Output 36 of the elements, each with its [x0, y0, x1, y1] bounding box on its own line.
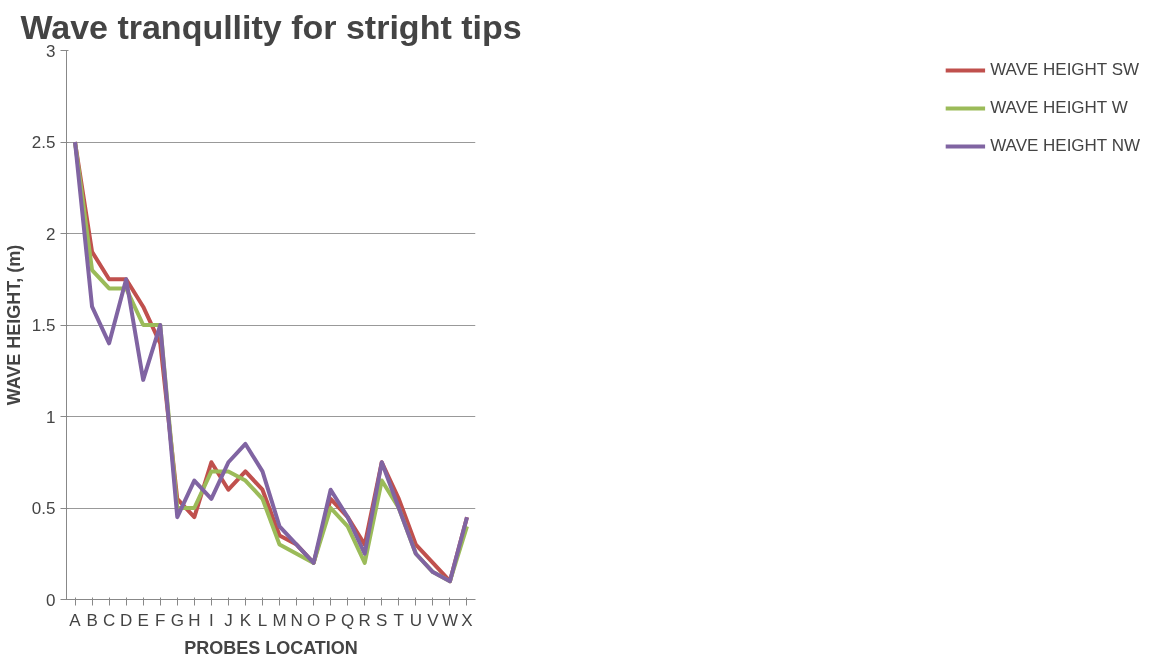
x-tick-label: A [69, 610, 82, 630]
y-tick-label: 2.5 [31, 133, 56, 152]
x-axis-title: PROBES LOCATION [184, 637, 358, 658]
x-tick-label: P [324, 610, 337, 630]
x-tick-label: V [427, 610, 440, 630]
x-tick-label: E [137, 610, 149, 630]
x-tick-label: N [290, 610, 303, 630]
legend-label: WAVE HEIGHT SW [990, 60, 1140, 80]
x-tick-label: T [393, 610, 405, 630]
y-tick-label: 0.5 [31, 499, 56, 518]
x-tick-label: I [208, 610, 214, 630]
x-tick-label: L [257, 610, 268, 630]
x-tick-label: R [358, 610, 371, 630]
line-series [73, 140, 469, 584]
x-tick-label: S [376, 610, 388, 630]
legend-label: WAVE HEIGHT W [990, 98, 1128, 118]
x-tick-label: X [461, 610, 473, 630]
y-tick-label: 1 [46, 407, 56, 427]
x-tick-label: O [306, 610, 321, 630]
y-tick-label: 0 [46, 590, 56, 610]
x-tick-label: W [441, 610, 458, 630]
legend-label: WAVE HEIGHT NW [990, 136, 1140, 156]
x-tick-label: K [239, 610, 252, 630]
y-tick-label: 2 [46, 224, 56, 244]
x-tick-label: Q [341, 610, 355, 630]
x-tick-label: H [188, 610, 201, 630]
x-tick-label: D [120, 610, 133, 630]
x-tick-label: J [224, 610, 233, 630]
x-tick-label: F [155, 610, 166, 630]
x-tick-label: M [272, 610, 287, 630]
y-tick-label: 1.5 [31, 316, 56, 335]
x-tick-label: C [102, 610, 116, 630]
x-tick-label: G [170, 610, 184, 630]
x-tick-label: U [409, 610, 422, 630]
y-axis-title: WAVE HEIGHT, (m) [3, 244, 24, 406]
x-tick-label: B [86, 610, 98, 630]
